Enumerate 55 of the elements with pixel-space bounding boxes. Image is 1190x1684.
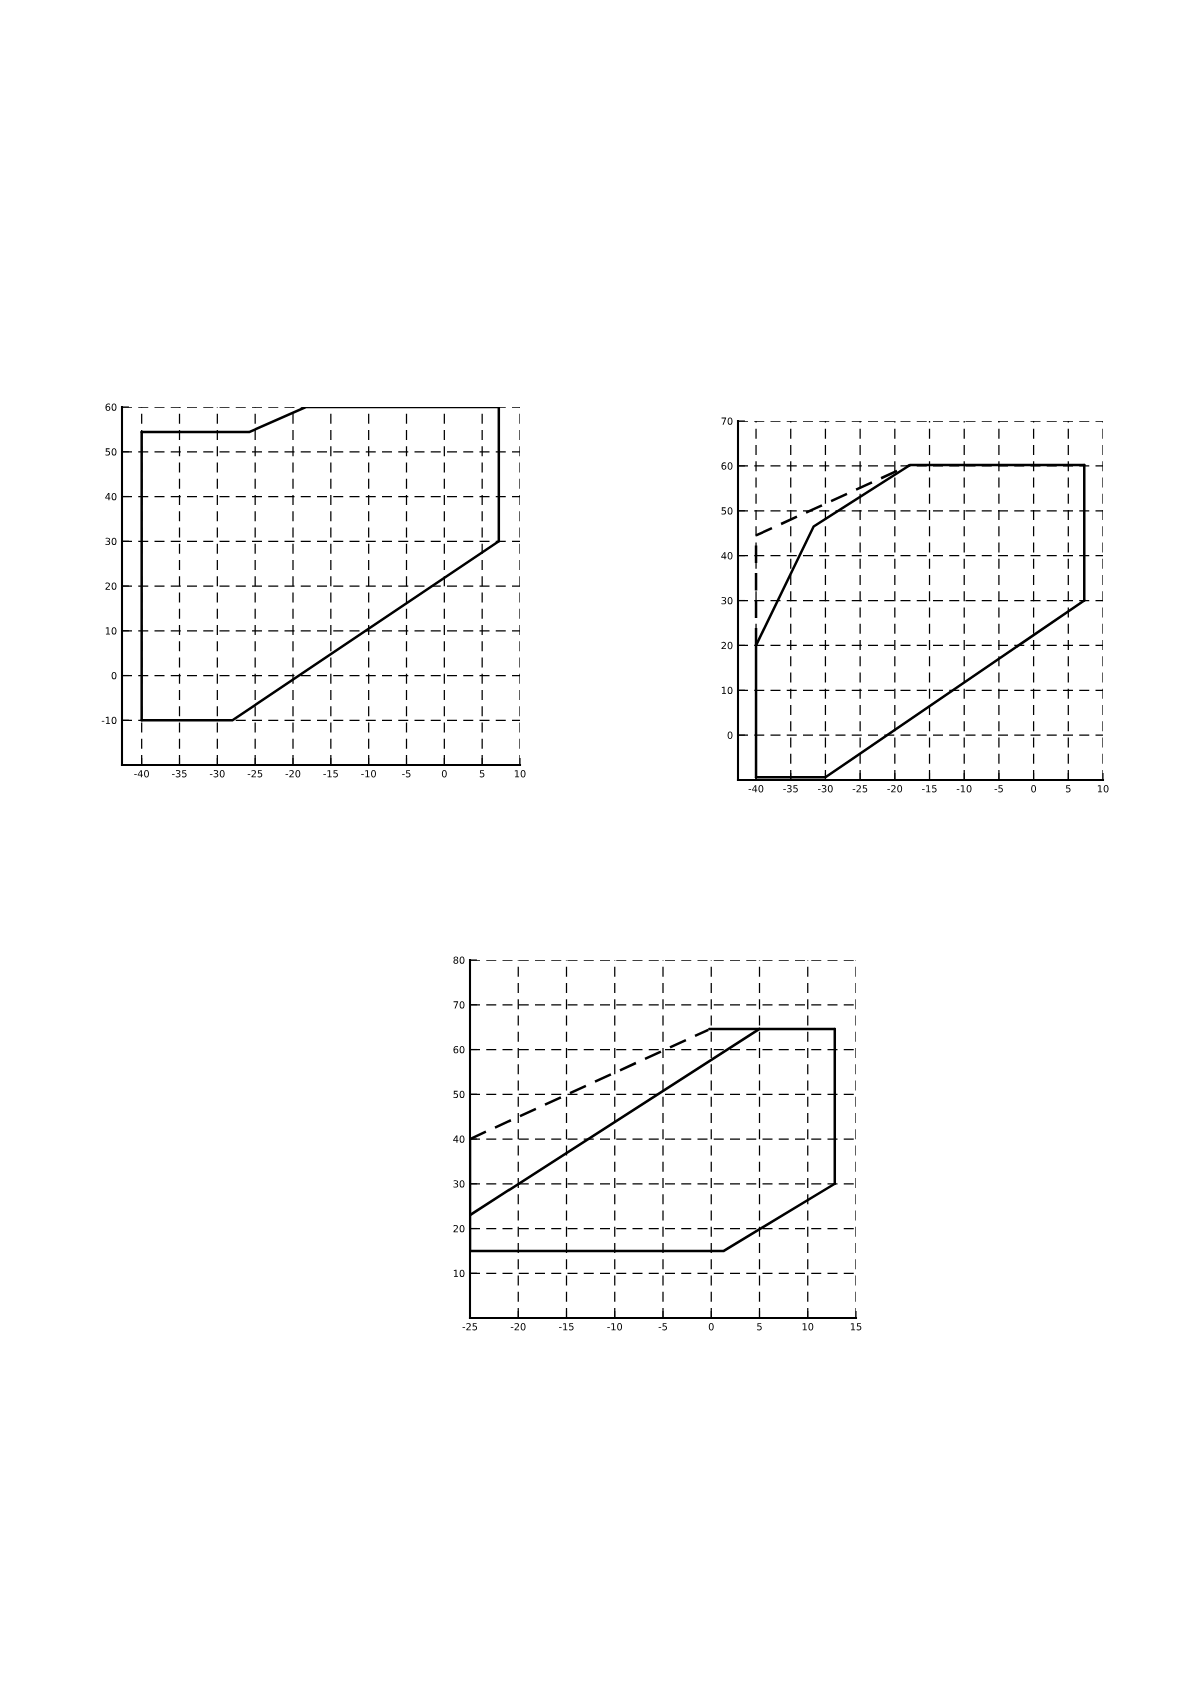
- x-tick-label: -5: [658, 1323, 667, 1331]
- x-tick-label: 10: [1097, 785, 1109, 793]
- x-tick-label: -35: [783, 785, 798, 793]
- y-tick-label: 50: [453, 1090, 465, 1099]
- y-tick-label: 40: [721, 552, 733, 560]
- x-tick-label: -10: [361, 770, 376, 778]
- y-tick-label: 50: [721, 507, 733, 515]
- x-tick-label: 0: [708, 1323, 714, 1331]
- x-tick-label: 0: [1031, 785, 1037, 793]
- y-tick-label: 70: [721, 417, 733, 425]
- x-tick-label: -40: [134, 770, 149, 778]
- y-tick-label: 60: [105, 403, 117, 411]
- x-tick-label: -20: [510, 1323, 526, 1331]
- y-tick-label: 30: [453, 1180, 465, 1188]
- x-tick-label: -35: [172, 770, 187, 778]
- x-tick-label: -20: [887, 785, 903, 793]
- y-tick-label: 30: [105, 537, 117, 546]
- x-tick-label: 10: [802, 1323, 814, 1331]
- x-tick-label: -25: [247, 770, 263, 778]
- x-tick-label: -30: [817, 785, 833, 793]
- y-tick-label: -10: [101, 716, 117, 725]
- x-tick-label: -5: [402, 770, 411, 778]
- x-tick-label: 0: [441, 770, 447, 778]
- y-tick-label: 60: [453, 1045, 465, 1054]
- x-tick-label: 5: [1065, 785, 1071, 793]
- x-tick-label: -20: [285, 770, 301, 778]
- x-tick-label: -15: [323, 770, 338, 778]
- x-tick-label: 5: [757, 1323, 762, 1331]
- y-tick-label: 40: [105, 492, 117, 501]
- y-tick-label: 40: [453, 1135, 465, 1143]
- y-tick-label: 20: [453, 1224, 465, 1233]
- x-tick-label: -25: [852, 785, 868, 793]
- y-tick-label: 0: [111, 671, 117, 680]
- y-tick-label: 10: [453, 1269, 465, 1278]
- y-tick-label: 10: [105, 627, 117, 635]
- x-tick-label: -10: [956, 785, 972, 793]
- y-tick-label: 20: [721, 641, 733, 650]
- y-tick-label: 20: [105, 582, 117, 590]
- y-tick-label: 10: [721, 686, 733, 695]
- x-tick-label: 5: [479, 770, 485, 778]
- y-tick-label: 60: [721, 462, 733, 470]
- x-tick-label: -15: [559, 1323, 574, 1331]
- y-tick-label: 30: [721, 596, 733, 605]
- x-tick-label: -40: [748, 785, 764, 793]
- x-tick-label: -5: [994, 785, 1003, 793]
- y-tick-label: 50: [105, 448, 117, 456]
- x-tick-label: -15: [922, 785, 937, 793]
- x-tick-label: -10: [607, 1323, 623, 1331]
- y-tick-label: 80: [453, 956, 465, 964]
- x-tick-label: 15: [850, 1323, 862, 1331]
- x-tick-label: 10: [514, 770, 526, 778]
- y-tick-label: 70: [453, 1001, 465, 1009]
- x-tick-label: -30: [209, 770, 225, 778]
- y-tick-label: 0: [727, 731, 733, 739]
- x-tick-label: -25: [462, 1323, 478, 1331]
